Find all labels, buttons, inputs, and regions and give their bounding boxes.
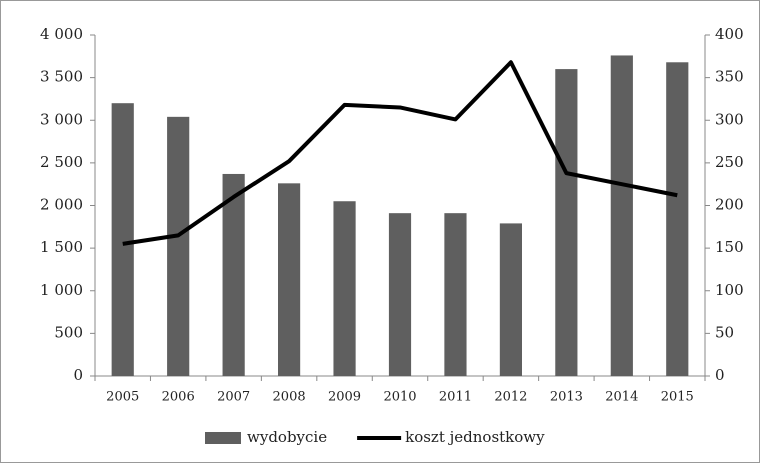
x-tick-label: 2011 <box>439 390 472 405</box>
bar <box>499 223 522 376</box>
y-tick-label: 1 500 <box>40 238 83 256</box>
y-tick-label: 0 <box>73 366 83 384</box>
line <box>122 60 678 246</box>
x-tick-label: 2007 <box>217 390 250 405</box>
y-tick-label: 3 500 <box>40 68 83 86</box>
bar <box>388 213 412 376</box>
y2-tick-label: 350 <box>715 68 744 86</box>
y-tick-label: 2 000 <box>40 196 83 214</box>
legend-label: wydobycie <box>247 428 327 446</box>
bar <box>222 173 245 376</box>
bar <box>610 55 633 377</box>
bar <box>278 183 301 376</box>
bar <box>111 103 134 376</box>
y-tick-label: 4 000 <box>40 25 83 43</box>
x-tick-label: 2010 <box>383 390 416 405</box>
bar <box>666 62 689 376</box>
x-tick-label: 2006 <box>162 390 195 405</box>
y2-tick-label: 50 <box>715 323 734 341</box>
y2-tick-label: 100 <box>715 281 744 299</box>
y-tick-label: 2 500 <box>40 153 83 171</box>
y2-tick-label: 150 <box>715 238 744 256</box>
y-tick-label: 500 <box>54 323 83 341</box>
y-tick-label: 3 000 <box>40 110 83 128</box>
y2-tick-label: 200 <box>715 196 744 214</box>
y2-tick-label: 400 <box>715 25 744 43</box>
y2-tick-label: 250 <box>715 153 744 171</box>
x-tick-label: 2014 <box>605 390 638 405</box>
bar <box>167 116 190 376</box>
y-tick-label: 1 000 <box>40 281 83 299</box>
legend-swatch <box>205 432 241 444</box>
x-tick-label: 2009 <box>328 390 361 405</box>
legend-label: koszt jednostkowy <box>405 428 545 446</box>
y2-tick-label: 0 <box>715 366 725 384</box>
x-tick-label: 2013 <box>550 390 583 405</box>
x-tick-label: 2015 <box>661 390 694 405</box>
x-tick-label: 2012 <box>494 390 527 405</box>
x-tick-label: 2005 <box>106 390 139 405</box>
bar <box>444 213 467 376</box>
bar <box>333 201 356 376</box>
y2-tick-label: 300 <box>715 110 744 128</box>
x-tick-label: 2008 <box>273 390 306 405</box>
bar <box>555 69 578 376</box>
